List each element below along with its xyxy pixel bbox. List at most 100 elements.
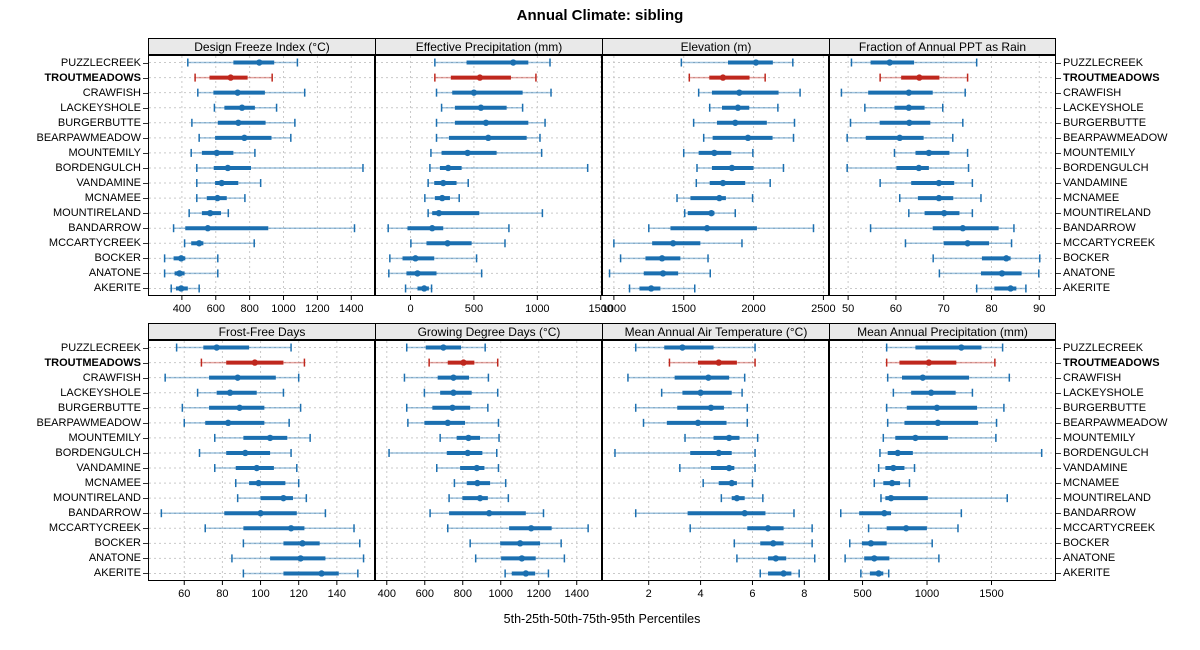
site-label-right-vandamine: VANDAMINE — [1063, 177, 1128, 190]
percentile-row-bocker — [163, 254, 219, 263]
percentile-row-vandamine — [695, 179, 771, 188]
percentile-row-bandarrow — [429, 509, 545, 518]
y-tick — [143, 167, 148, 169]
percentile-row-bordengulch — [388, 448, 498, 457]
x-tick-label: 800 — [454, 588, 472, 600]
site-label-right-lackeyshole: LACKEYSHOLE — [1063, 386, 1144, 399]
x-tick-label: 1400 — [564, 588, 588, 600]
percentile-row-vandamine — [679, 464, 756, 473]
median-dot — [998, 270, 1006, 277]
x-tick-label: 600 — [416, 588, 434, 600]
percentile-row-bearpawmeadow — [642, 418, 749, 427]
site-label-left-bocker: BOCKER — [94, 252, 141, 265]
x-tick-label: 400 — [378, 588, 396, 600]
median-dot — [234, 374, 241, 381]
median-dot — [697, 389, 704, 396]
median-dot — [902, 525, 910, 532]
median-dot — [266, 434, 274, 442]
percentile-row-bearpawmeadow — [435, 133, 541, 142]
y-tick — [143, 422, 148, 424]
percentile-row-akerite — [170, 284, 200, 293]
y-tick — [1056, 558, 1061, 560]
percentile-row-mountireland — [908, 209, 974, 218]
median-dot — [256, 59, 263, 66]
median-dot — [476, 494, 484, 502]
x-tick-label: 800 — [240, 303, 258, 315]
median-dot — [444, 419, 451, 427]
median-dot — [242, 449, 249, 457]
percentile-row-bordengulch — [879, 448, 1043, 457]
strip-title: Mean Annual Air Temperature (°C) — [624, 324, 808, 339]
percentile-row-bearpawmeadow — [846, 133, 954, 142]
x-axis-title: 5th-25th-50th-75th-95th Percentiles — [503, 612, 701, 626]
median-dot — [912, 434, 919, 442]
median-dot — [896, 134, 903, 142]
y-tick — [143, 77, 148, 79]
x-tick-label: 1000 — [602, 303, 626, 315]
y-tick — [143, 288, 148, 290]
percentile-row-puzzlecreek — [434, 58, 551, 67]
percentile-row-bocker — [619, 254, 709, 263]
percentile-row-akerite — [975, 284, 1027, 293]
percentile-row-anatone — [844, 554, 940, 563]
median-dot — [927, 389, 935, 396]
median-dot — [226, 389, 234, 396]
site-label-left-bearpawmeadow: BEARPAWMEADOW — [36, 416, 141, 429]
y-tick — [1056, 498, 1061, 500]
percentile-row-bearpawmeadow — [198, 133, 292, 142]
panels-bottom-plot — [148, 340, 1056, 581]
x-tick-label: 90 — [1033, 303, 1045, 315]
y-tick — [1056, 137, 1061, 139]
percentile-row-mcnamee — [702, 479, 754, 488]
percentile-row-bordengulch — [429, 163, 589, 172]
x-tick-label: 0 — [407, 303, 413, 315]
percentile-row-troutmeadows — [885, 358, 996, 367]
percentile-row-mcnamee — [898, 194, 982, 203]
site-label-right-akerite: AKERITE — [1063, 282, 1111, 295]
median-dot — [297, 555, 304, 562]
site-label-left-vandamine: VANDAMINE — [76, 177, 141, 190]
y-tick — [1056, 198, 1061, 200]
median-dot — [867, 540, 875, 547]
x-tick-label: 1000 — [489, 588, 513, 600]
strip-fraction-ppt-rain: Fraction of Annual PPT as Rain — [829, 38, 1056, 55]
site-label-left-bordengulch: BORDENGULCH — [55, 446, 141, 459]
panel-border — [375, 340, 602, 581]
strip-title: Effective Precipitation (mm) — [415, 39, 563, 54]
panels-top-plot — [148, 55, 1056, 296]
y-tick — [1056, 92, 1061, 94]
median-dot — [741, 510, 748, 517]
x-tick-label: 1000 — [525, 303, 549, 315]
site-label-right-mountemily: MOUNTEMILY — [1063, 431, 1136, 444]
panel-plot-area — [829, 55, 1056, 296]
median-dot — [715, 359, 722, 366]
strip-title: Elevation (m) — [680, 39, 752, 54]
x-tick-label: 500 — [853, 588, 871, 600]
x-tick-label: 400 — [173, 303, 191, 315]
median-dot — [227, 74, 234, 81]
site-label-left-mountireland: MOUNTIRELAND — [52, 207, 141, 220]
percentile-row-mountireland — [188, 209, 230, 218]
site-label-right-burgerbutte: BURGERBUTTE — [1063, 401, 1147, 414]
x-tick-label: 1000 — [915, 588, 939, 600]
x-axis-panel: 400 600 800 1000 1200 1400 — [378, 581, 589, 600]
median-dot — [935, 194, 943, 202]
y-tick — [143, 228, 148, 230]
median-dot — [485, 134, 492, 142]
site-label-right-bearpawmeadow: BEARPAWMEADOW — [1063, 131, 1168, 144]
median-dot — [516, 540, 524, 547]
median-dot — [238, 104, 246, 111]
x-axis-panel: 2 4 6 8 — [646, 581, 807, 600]
percentile-row-akerite — [628, 284, 696, 293]
x-axis-panel: 400 600 800 1000 1200 1400 — [173, 296, 364, 315]
percentile-row-mountemily — [430, 148, 543, 157]
median-dot — [206, 209, 214, 217]
median-dot — [428, 225, 436, 232]
percentile-row-mcnamee — [424, 194, 460, 203]
x-axis-panel: 0 500 1000 1500 — [407, 296, 613, 315]
y-tick — [143, 258, 148, 260]
percentile-row-akerite — [860, 569, 890, 578]
y-tick — [143, 437, 148, 439]
median-dot — [214, 194, 221, 202]
median-dot — [280, 494, 287, 502]
